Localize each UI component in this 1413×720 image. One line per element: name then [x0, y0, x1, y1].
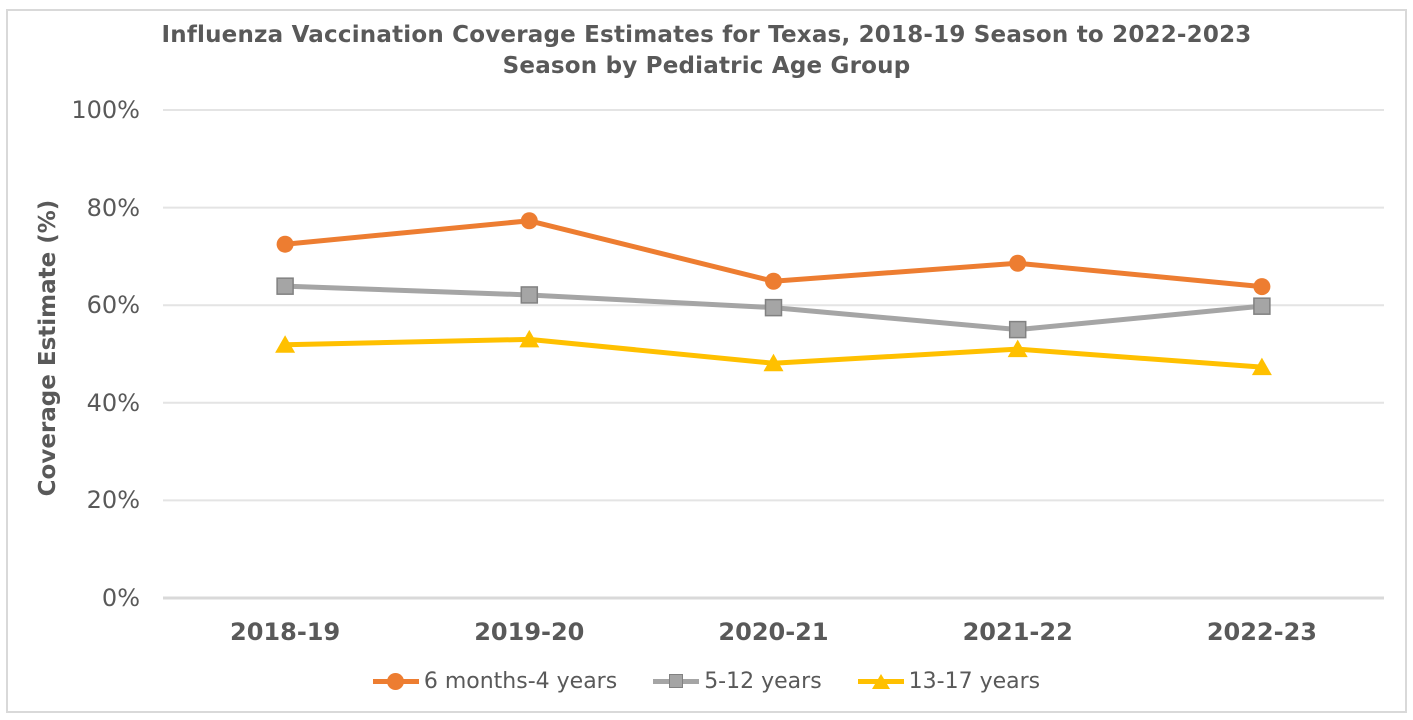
chart-title: Influenza Vaccination Coverage Estimates…	[161, 22, 1252, 79]
legend-item: 13-17 years	[857, 668, 1041, 694]
data-point-marker	[520, 286, 539, 304]
data-point-marker	[764, 298, 783, 317]
y-tick-label: 20%	[86, 486, 140, 515]
y-tick-label: 0%	[101, 584, 140, 612]
data-point-marker	[519, 329, 540, 348]
legend-item: 6 months-4 years	[372, 668, 618, 694]
data-point-marker	[1008, 320, 1027, 339]
legend-item: 5-12 years	[653, 668, 822, 694]
legend-item-label: 5-12 years	[704, 668, 822, 694]
legend-swatch	[857, 671, 904, 691]
legend-swatch	[653, 671, 700, 691]
y-tick-label: 40%	[86, 388, 140, 417]
data-point-marker	[275, 335, 296, 353]
legend-item-label: 6 months-4 years	[423, 668, 618, 694]
data-point-marker	[1253, 297, 1271, 315]
x-axis-label: 2019-20	[474, 618, 585, 646]
data-point-marker	[765, 272, 782, 290]
y-tick-label: 100%	[71, 96, 140, 124]
legend-swatch	[372, 671, 419, 691]
x-axis-label: 2021-22	[962, 618, 1073, 646]
data-point-marker	[1251, 357, 1272, 376]
data-point-marker	[1007, 339, 1028, 358]
data-point-marker	[276, 235, 294, 253]
legend: 6 months-4 years 5-12 years 13-17 years	[0, 661, 1413, 701]
data-point-marker	[1009, 254, 1027, 272]
x-axis-label: 2020-21	[718, 618, 829, 646]
y-tick-label: 60%	[86, 291, 140, 320]
legend-marker-triangle-icon	[871, 673, 890, 689]
data-point-marker	[763, 353, 784, 372]
data-point-marker	[520, 212, 538, 230]
legend-marker-square-icon	[669, 674, 684, 688]
x-axis-label: 2018-19	[230, 618, 341, 646]
y-tick-label: 80%	[86, 193, 140, 222]
legend-item-label: 13-17 years	[908, 668, 1041, 694]
legend-marker-circle-icon	[387, 672, 405, 690]
data-point-marker	[276, 277, 294, 295]
data-point-marker	[1253, 278, 1271, 296]
x-axis-label: 2022-23	[1206, 618, 1317, 646]
